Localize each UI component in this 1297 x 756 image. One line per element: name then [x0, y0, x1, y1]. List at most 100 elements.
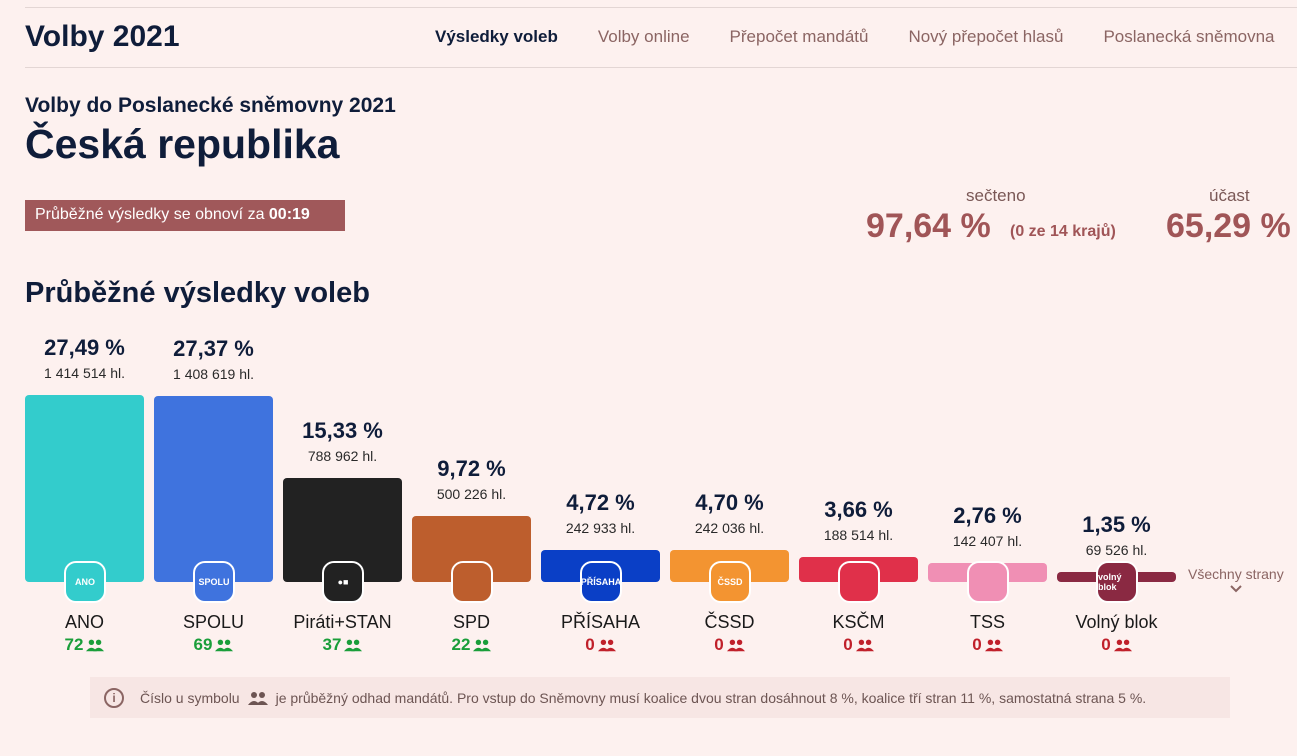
party-votes: 1 414 514 hl.: [44, 365, 125, 381]
party-votes: 188 514 hl.: [823, 527, 894, 543]
party-name: Piráti+STAN: [293, 612, 392, 632]
party-seats: 72: [25, 635, 144, 655]
party-votes: 242 036 hl.: [694, 520, 765, 536]
party-seats: 69: [154, 635, 273, 655]
party-logo-icon: SPOLU: [193, 561, 235, 603]
party-column[interactable]: 15,33 % 788 962 hl. ●■ Piráti+STAN 37: [283, 320, 402, 660]
site-brand[interactable]: Volby 2021: [25, 20, 180, 53]
party-name: SPD: [452, 612, 490, 632]
nav-chamber[interactable]: Poslanecká sněmovna: [1103, 27, 1275, 46]
party-logo-icon: PŘÍSAHA: [580, 561, 622, 603]
party-percent: 27,49 %: [44, 335, 125, 360]
party-name: TSS: [969, 612, 1005, 632]
results-heading: Průběžné výsledky voleb: [25, 277, 370, 309]
party-column[interactable]: 4,70 % 242 036 hl. ČSSD ČSSD 0: [670, 320, 789, 660]
party-percent: 27,37 %: [173, 336, 254, 361]
party-votes: 788 962 hl.: [307, 448, 378, 464]
page-title: Česká republika: [25, 121, 340, 167]
party-seats: 22: [412, 635, 531, 655]
info-text-before: Číslo u symbolu: [140, 689, 240, 706]
party-votes: 500 226 hl.: [436, 486, 507, 502]
party-seats: 0: [670, 635, 789, 655]
party-logo-icon: ●■: [322, 561, 364, 603]
party-column[interactable]: 1,35 % 69 526 hl. volný blok Volný blok 0: [1057, 320, 1176, 660]
top-divider: [25, 7, 1297, 8]
chevron-down-icon: [1230, 585, 1242, 593]
nav-elections-online[interactable]: Volby online: [597, 27, 690, 46]
party-column[interactable]: 27,49 % 1 414 514 hl. ANO ANO 72: [25, 320, 144, 660]
party-name: Volný blok: [1075, 612, 1158, 632]
party-logo-icon: ANO: [64, 561, 106, 603]
seats-icon: [215, 638, 234, 652]
all-parties-toggle[interactable]: Všechny strany: [1188, 566, 1284, 594]
results-chart: 27,49 % 1 414 514 hl. ANO ANO 72 27,37 % 1 408…: [0, 320, 1297, 660]
party-seats: 0: [928, 635, 1047, 655]
seats-icon: [597, 638, 616, 652]
party-name: KSČM: [832, 612, 885, 632]
party-logo-icon: volný blok: [1096, 561, 1138, 603]
party-column[interactable]: 27,37 % 1 408 619 hl. SPOLU SPOLU 69: [154, 320, 273, 660]
turnout-value: 65,29 %: [1166, 207, 1291, 245]
party-bar: [154, 396, 273, 582]
party-bar: [25, 395, 144, 582]
party-percent: 4,70 %: [695, 490, 764, 515]
seats-icon: [984, 638, 1003, 652]
seats-icon: [344, 638, 363, 652]
party-column[interactable]: 2,76 % 142 407 hl. TSS 0: [928, 320, 1047, 660]
party-logo-icon: [451, 561, 493, 603]
people-icon: [247, 691, 268, 705]
party-name: PŘÍSAHA: [560, 612, 641, 632]
seat-count: 0: [714, 635, 724, 654]
seats-icon: [86, 638, 105, 652]
nav-divider: [25, 67, 1297, 68]
counted-note: (0 ze 14 krajů): [1010, 223, 1116, 240]
party-percent: 2,76 %: [953, 503, 1022, 528]
nav-results[interactable]: Výsledky voleb: [435, 27, 558, 46]
seat-count: 0: [843, 635, 853, 654]
party-name: SPOLU: [182, 612, 245, 632]
seat-count: 72: [64, 635, 84, 654]
party-seats: 0: [1057, 635, 1176, 655]
refresh-time: 00:19: [268, 206, 310, 223]
party-percent: 4,72 %: [566, 490, 635, 515]
seat-count: 69: [193, 635, 213, 654]
party-votes: 142 407 hl.: [952, 533, 1023, 549]
party-votes: 69 526 hl.: [1085, 542, 1148, 558]
party-percent: 1,35 %: [1082, 512, 1151, 537]
party-logo-icon: ČSSD: [709, 561, 751, 603]
nav-vote-recount[interactable]: Nový přepočet hlasů: [908, 27, 1064, 46]
party-seats: 0: [799, 635, 918, 655]
seats-icon: [473, 638, 492, 652]
party-percent: 3,66 %: [824, 497, 893, 522]
seats-icon: [855, 638, 874, 652]
party-seats: 37: [283, 635, 402, 655]
seat-count: 0: [972, 635, 982, 654]
seats-icon: [1113, 638, 1132, 652]
party-column[interactable]: 3,66 % 188 514 hl. KSČM 0: [799, 320, 918, 660]
party-votes: 242 933 hl.: [565, 520, 636, 536]
party-logo-icon: [967, 561, 1009, 603]
nav-seat-recount[interactable]: Přepočet mandátů: [729, 27, 869, 46]
seat-count: 22: [451, 635, 471, 654]
seat-count: 37: [322, 635, 342, 654]
refresh-countdown: Průběžné výsledky se obnoví za 00:19: [25, 200, 345, 231]
info-note: i Číslo u symbolu je průběžný odhad mand…: [90, 677, 1230, 718]
all-parties-label: Všechny strany: [1188, 566, 1284, 582]
party-name: ČSSD: [704, 612, 755, 632]
page-subtitle: Volby do Poslanecké sněmovny 2021: [25, 94, 396, 117]
seats-icon: [726, 638, 745, 652]
seat-count: 0: [585, 635, 595, 654]
counted-value: 97,64 %: [866, 207, 991, 245]
party-column[interactable]: 9,72 % 500 226 hl. SPD 22: [412, 320, 531, 660]
party-percent: 9,72 %: [437, 456, 506, 481]
party-name: ANO: [64, 612, 104, 632]
party-column[interactable]: 4,72 % 242 933 hl. PŘÍSAHA PŘÍSAHA 0: [541, 320, 660, 660]
main-nav: Výsledky voleb Volby online Přepočet man…: [435, 27, 1274, 47]
counted-label: sečteno: [966, 186, 1026, 205]
refresh-text: Průběžné výsledky se obnoví za: [35, 206, 269, 223]
party-seats: 0: [541, 635, 660, 655]
party-logo-icon: [838, 561, 880, 603]
turnout-label: účast: [1209, 186, 1250, 205]
info-text-after: je průběžný odhad mandátů. Pro vstup do …: [275, 689, 1147, 706]
party-votes: 1 408 619 hl.: [173, 366, 254, 382]
